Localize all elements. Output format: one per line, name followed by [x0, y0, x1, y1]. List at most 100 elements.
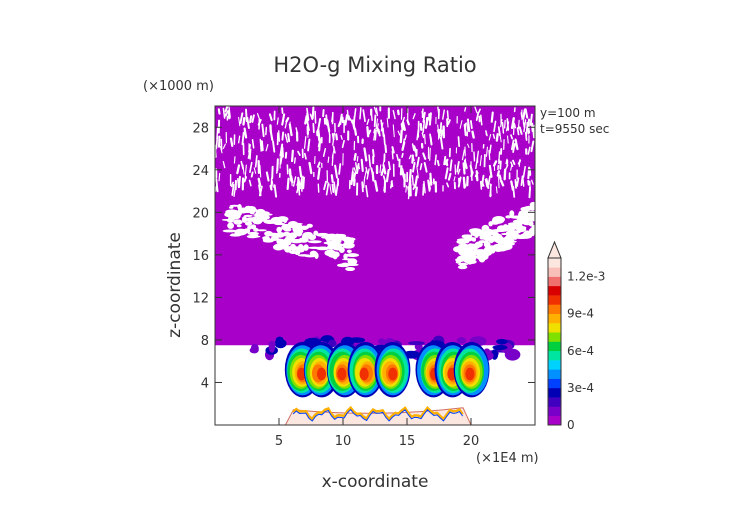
clear-streak	[370, 114, 373, 122]
clear-patch	[276, 233, 286, 237]
clear-streak	[265, 143, 269, 152]
clear-streak	[233, 156, 236, 164]
clear-streak	[218, 172, 221, 182]
cloud-core	[388, 367, 398, 381]
x-tick-label: 15	[399, 434, 416, 449]
clear-streak	[416, 166, 419, 179]
clear-streak	[527, 146, 531, 155]
clear-streak	[281, 107, 284, 114]
clear-patch	[284, 246, 292, 253]
clear-streak	[366, 126, 370, 138]
clear-streak	[215, 185, 218, 192]
clear-streak	[281, 113, 286, 126]
clear-streak	[396, 153, 400, 162]
cloud-edge	[408, 341, 425, 346]
clear-streak	[471, 130, 475, 139]
clear-streak	[422, 152, 427, 160]
clear-patch	[243, 214, 253, 218]
cloud-edge	[342, 337, 357, 343]
clear-streak	[284, 120, 288, 129]
clear-streak	[290, 175, 294, 184]
clear-streak	[272, 140, 276, 153]
clear-streak	[424, 133, 426, 145]
clear-streak	[512, 122, 515, 136]
clear-streak	[437, 124, 440, 138]
clear-streak	[444, 158, 449, 166]
colorbar-tick-label: 1.2e-3	[567, 270, 605, 284]
clear-streak	[439, 122, 443, 134]
clear-patch	[283, 238, 294, 241]
clear-patch	[300, 225, 309, 231]
colorbar-swatch	[548, 295, 561, 305]
clear-streak	[386, 117, 389, 128]
clear-streak	[216, 127, 219, 140]
clear-patch	[345, 266, 356, 272]
clear-patch	[243, 228, 251, 234]
cloud-edge	[496, 338, 508, 345]
clear-streak	[330, 174, 334, 183]
clear-streak	[335, 183, 339, 196]
clear-streak	[368, 154, 372, 168]
clear-streak	[527, 118, 531, 128]
clear-patch	[245, 217, 257, 222]
clear-streak	[488, 164, 493, 178]
clear-streak	[331, 153, 334, 166]
clear-patch	[474, 231, 479, 238]
clear-streak	[510, 139, 515, 151]
clear-streak	[436, 159, 440, 167]
clear-streak	[363, 170, 367, 181]
clear-patch	[227, 222, 235, 229]
cloud-edge	[250, 343, 259, 354]
clear-streak	[520, 112, 523, 118]
clear-streak	[480, 174, 485, 188]
clear-streak	[447, 172, 452, 181]
clear-streak	[241, 131, 245, 146]
clear-streak	[474, 106, 478, 114]
clear-streak	[230, 181, 234, 188]
clear-patch	[478, 240, 487, 244]
clear-streak	[525, 126, 528, 137]
clear-patch	[455, 257, 466, 262]
x-axis-label: x-coordinate	[322, 472, 429, 492]
colorbar-swatch	[548, 267, 561, 277]
clear-streak	[281, 146, 284, 158]
clear-patch	[481, 228, 493, 234]
clear-streak	[429, 177, 433, 184]
clear-streak	[422, 183, 425, 196]
clear-streak	[276, 162, 279, 174]
clear-streak	[253, 167, 257, 174]
clear-streak	[427, 179, 431, 192]
clear-streak	[443, 155, 447, 166]
clear-streak	[374, 129, 377, 141]
clear-streak	[479, 155, 482, 167]
clear-streak	[518, 126, 523, 135]
clear-streak	[532, 126, 535, 139]
clear-streak	[512, 185, 516, 198]
clear-patch	[512, 233, 519, 240]
clear-streak	[257, 177, 262, 187]
clear-streak	[501, 122, 505, 134]
clear-streak	[524, 108, 529, 119]
clear-patch	[327, 250, 334, 254]
colorbar-swatch	[548, 276, 561, 287]
clear-streak	[390, 180, 394, 188]
clear-streak	[481, 180, 485, 187]
clear-streak	[512, 143, 516, 154]
clear-streak	[325, 114, 328, 126]
plot-frame	[214, 105, 536, 426]
clear-streak	[327, 156, 330, 164]
clear-streak	[297, 150, 301, 156]
clear-streak	[381, 127, 385, 138]
clear-streak	[487, 175, 491, 186]
clear-streak	[373, 114, 377, 128]
clear-streak	[520, 175, 524, 187]
clear-patch	[262, 238, 274, 243]
clear-streak	[400, 123, 404, 130]
colorbar-swatch	[548, 369, 561, 379]
clear-streak	[475, 112, 480, 121]
clear-patch	[471, 238, 477, 242]
clear-patch	[244, 221, 253, 226]
colorbar-swatch	[548, 332, 561, 342]
clear-streak	[292, 176, 297, 187]
clear-streak	[362, 109, 366, 123]
